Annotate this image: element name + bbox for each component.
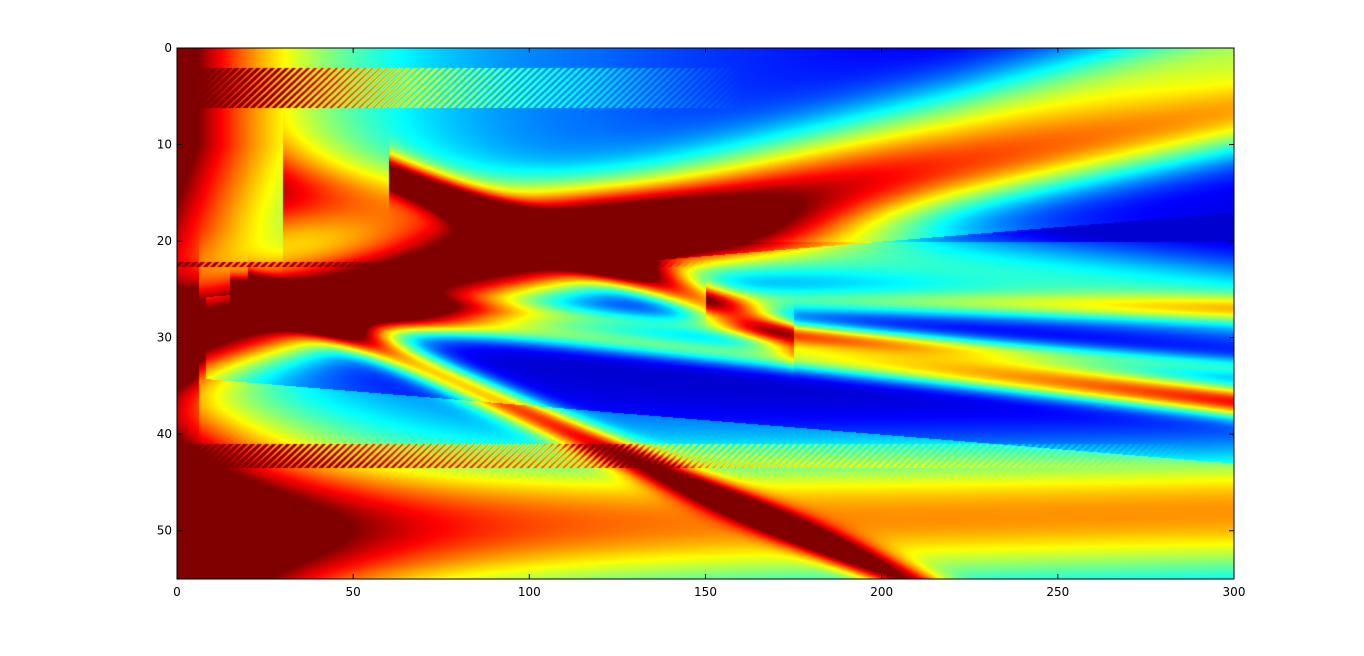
x-tick-label: 150 <box>694 585 717 599</box>
x-axis: 0 50 100 150 200 250 300 <box>173 48 1245 599</box>
y-tick-label: 20 <box>157 234 172 248</box>
y-tick-label: 50 <box>157 524 172 538</box>
y-axis: 0 10 20 30 40 50 <box>157 41 1234 538</box>
x-tick-label: 100 <box>518 585 541 599</box>
y-tick-label: 0 <box>164 41 172 55</box>
x-tick-label: 250 <box>1046 585 1069 599</box>
plot-area <box>177 48 1234 579</box>
y-tick-label: 40 <box>157 427 172 441</box>
x-tick-label: 0 <box>173 585 181 599</box>
x-tick-label: 300 <box>1223 585 1246 599</box>
x-tick-label: 200 <box>870 585 893 599</box>
heatmap-image <box>177 48 1234 579</box>
x-tick-label: 50 <box>346 585 361 599</box>
y-tick-label: 30 <box>157 331 172 345</box>
y-tick-label: 10 <box>157 138 172 152</box>
